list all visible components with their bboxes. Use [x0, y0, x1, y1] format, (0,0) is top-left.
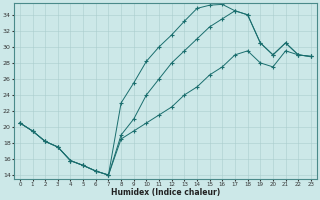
X-axis label: Humidex (Indice chaleur): Humidex (Indice chaleur)	[111, 188, 220, 197]
